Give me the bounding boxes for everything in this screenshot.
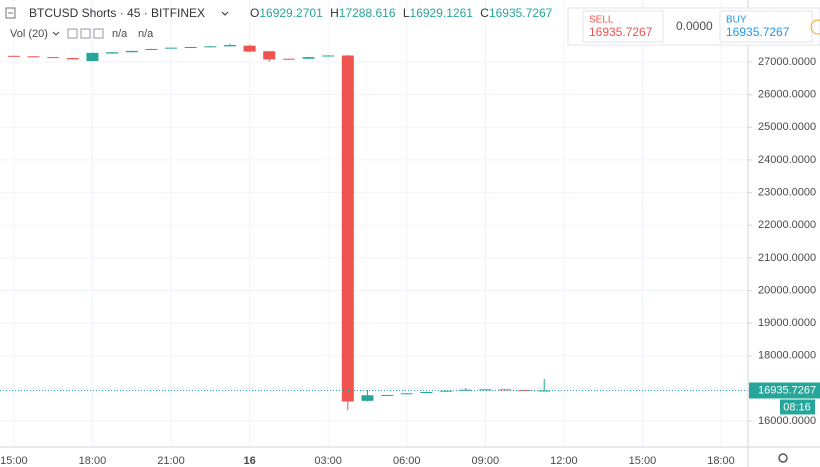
grid xyxy=(0,0,748,447)
candle-body xyxy=(361,395,374,401)
candle-body xyxy=(204,46,217,48)
candle-body xyxy=(184,47,197,49)
y-tick-label: 19000.0000 xyxy=(758,317,816,329)
x-tick-label: 16 xyxy=(243,455,255,467)
y-tick-label: 26000.0000 xyxy=(758,89,816,101)
y-tick-label: 21000.0000 xyxy=(758,252,816,264)
buy-label: BUY xyxy=(726,15,747,26)
info-icon[interactable] xyxy=(810,19,820,35)
candle-body xyxy=(223,45,236,47)
candle-body xyxy=(322,55,335,57)
ohlc-value: 16929.1261 xyxy=(410,6,474,20)
candle-body xyxy=(125,50,138,53)
spread: 0.0000 xyxy=(676,19,713,33)
ohlc-readout: O16929.2701 H17288.616 L16929.1261 C1693… xyxy=(250,6,553,20)
candle-body xyxy=(282,58,295,60)
candle-body xyxy=(420,392,433,394)
y-tick-label: 24000.0000 xyxy=(758,154,816,166)
buy-price: 16935.7267 xyxy=(726,25,790,39)
ohlc-letter: L xyxy=(403,6,410,20)
sell-price: 16935.7267 xyxy=(589,25,653,39)
countdown-label: 08:16 xyxy=(783,401,811,413)
indicator-value: n/a xyxy=(138,28,154,40)
candles xyxy=(0,43,748,411)
ohlc-value: 16935.7267 xyxy=(489,6,553,20)
candle-body xyxy=(7,55,20,57)
x-tick-label: 15:00 xyxy=(0,455,28,467)
x-tick-label: 06:00 xyxy=(393,455,421,467)
sell-label: SELL xyxy=(589,15,614,26)
dropdown-arrow[interactable] xyxy=(52,31,60,36)
x-tick-label: 18:00 xyxy=(79,455,107,467)
indicator-value: n/a xyxy=(112,28,128,40)
candle-body xyxy=(341,55,354,402)
candle-body xyxy=(498,389,511,391)
candle-body xyxy=(27,56,40,58)
x-tick-label: 09:00 xyxy=(472,455,500,467)
y-tick-label: 25000.0000 xyxy=(758,121,816,133)
ohlc-letter: H xyxy=(330,6,339,20)
last-price-label: 16935.7267 xyxy=(758,384,816,396)
candle-body xyxy=(145,48,158,50)
y-tick-label: 20000.0000 xyxy=(758,284,816,296)
candle-body xyxy=(400,393,413,395)
ohlc-value: 17288.616 xyxy=(339,6,396,20)
last-price-box xyxy=(749,382,820,399)
candle-body xyxy=(86,52,99,62)
candle-body xyxy=(381,394,394,396)
symbol-title[interactable]: BTCUSD Shorts · 45 · BITFINEX xyxy=(29,6,205,20)
x-tick-label: 18:00 xyxy=(707,455,735,467)
y-tick-label: 22000.0000 xyxy=(758,219,816,231)
x-tick-label: 03:00 xyxy=(314,455,342,467)
candle-body xyxy=(106,52,119,54)
settings-gear[interactable] xyxy=(778,453,788,463)
candle-body xyxy=(479,389,492,391)
sell-button[interactable] xyxy=(582,10,664,43)
y-tick-label: 27000.0000 xyxy=(758,56,816,68)
axes: 15:00 18:00 21:00 16 03:00 06:00 09:00 12:00 15:… xyxy=(0,56,820,467)
indicator-name[interactable]: Vol (20) xyxy=(10,28,48,40)
buy-button[interactable] xyxy=(719,10,813,43)
y-tick-label: 23000.0000 xyxy=(758,186,816,198)
candle-body xyxy=(165,47,178,49)
candle-body xyxy=(440,390,453,392)
settings-icon[interactable] xyxy=(80,28,91,39)
y-tick-label: 16000.0000 xyxy=(758,415,816,427)
countdown-box xyxy=(780,399,815,415)
x-tick-label: 12:00 xyxy=(550,455,578,467)
candle-body xyxy=(243,45,256,52)
candle-body xyxy=(518,390,531,392)
ohlc-letter: C xyxy=(480,6,489,20)
close-icon[interactable] xyxy=(93,28,104,39)
candle-body xyxy=(263,51,276,60)
y-tick-label: 18000.0000 xyxy=(758,350,816,362)
dropdown-arrow[interactable] xyxy=(221,11,229,16)
candle-body xyxy=(47,57,60,59)
candle-body xyxy=(538,390,551,392)
x-tick-label: 15:00 xyxy=(629,455,657,467)
x-tick-label: 21:00 xyxy=(157,455,185,467)
candle-body xyxy=(66,58,79,60)
ohlc-value: 16929.2701 xyxy=(259,6,323,20)
eye-icon[interactable] xyxy=(67,28,78,39)
candle-body xyxy=(302,57,315,59)
ohlc-letter: O xyxy=(250,6,259,20)
collapse-icon[interactable] xyxy=(5,7,16,19)
